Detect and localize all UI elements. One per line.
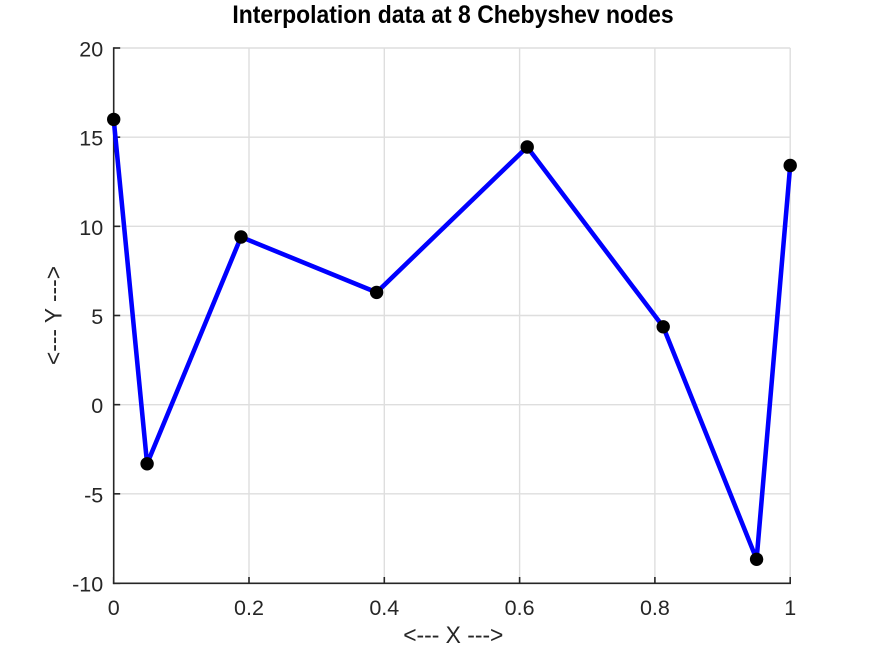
svg-text:<--- X --->: <--- X ---> xyxy=(403,622,503,649)
svg-text:20: 20 xyxy=(79,38,103,62)
svg-text:Interpolation data at 8 Chebys: Interpolation data at 8 Chebyshev nodes xyxy=(232,1,673,29)
svg-text:-5: -5 xyxy=(84,483,103,507)
svg-text:0: 0 xyxy=(91,394,103,418)
svg-text:0.2: 0.2 xyxy=(234,596,264,620)
svg-text:15: 15 xyxy=(79,127,103,151)
svg-text:-10: -10 xyxy=(72,573,103,597)
svg-text:1: 1 xyxy=(784,596,796,620)
svg-text:5: 5 xyxy=(91,305,103,329)
svg-text:0.8: 0.8 xyxy=(640,596,670,620)
svg-text:0.4: 0.4 xyxy=(369,596,399,620)
svg-text:<--- Y --->: <--- Y ---> xyxy=(41,266,68,365)
svg-text:10: 10 xyxy=(79,216,103,240)
svg-text:0.6: 0.6 xyxy=(505,596,535,620)
svg-text:0: 0 xyxy=(108,596,120,620)
